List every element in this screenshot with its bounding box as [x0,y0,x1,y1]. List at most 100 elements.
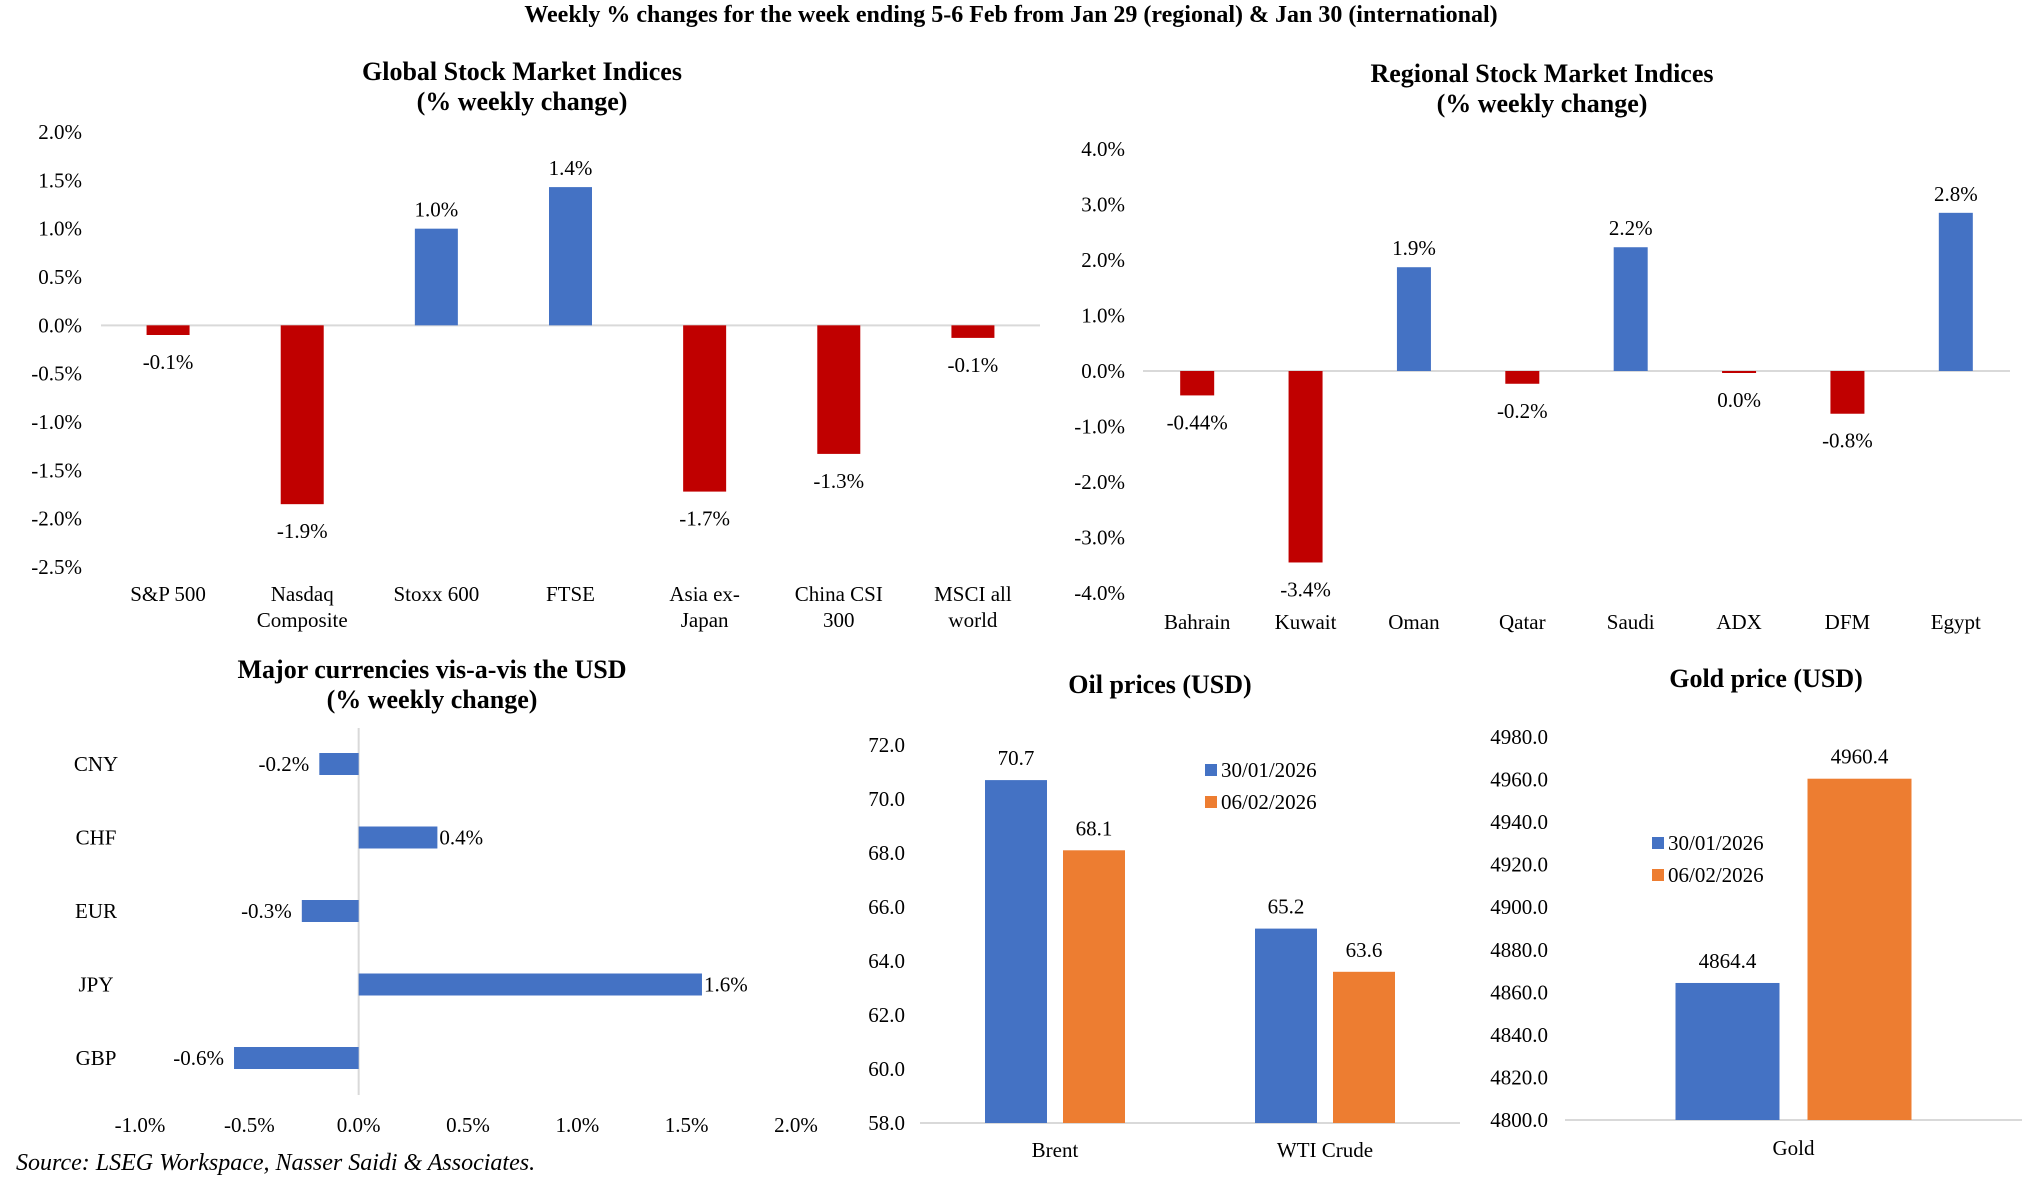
y-tick-label: 4980.0 [1490,725,1548,749]
category-label: Asia ex-Japan [669,582,740,632]
data-label: -0.44% [1167,410,1228,434]
y-tick-label: 72.0 [868,733,905,757]
gold-price-chart: Gold price (USD) 4980.0 4960.0 4940.0 4920.0… [1490,664,2022,1160]
y-tick-label: 68.0 [868,841,905,865]
data-label: -0.2% [259,752,310,776]
y-tick-label: 4940.0 [1490,810,1548,834]
bar [301,900,359,922]
legend-swatch [1205,764,1217,776]
data-label: 1.4% [549,156,593,180]
chart-title: Major currencies vis-a-vis the USD (% wee… [238,655,627,714]
bar [234,1047,359,1069]
category-label: JPY [78,973,113,997]
y-tick-label: -3.0% [1074,526,1125,550]
data-label: -3.4% [1280,577,1331,601]
bar [951,325,995,338]
x-tick-label: -1.0% [115,1113,166,1137]
bar [1180,371,1215,396]
y-tick-label: 64.0 [868,949,905,973]
category-label: Kuwait [1275,610,1337,634]
bar-series-1 [1675,982,1780,1120]
y-tick-label: 4960.0 [1490,768,1548,792]
data-label: -1.7% [679,507,730,531]
global-indices-chart: Global Stock Market Indices (% weekly cha… [31,57,1040,632]
x-tick-label: 2.0% [774,1113,818,1137]
y-tick-label: -2.0% [1074,470,1125,494]
bar [358,826,438,849]
y-tick-label: 0.0% [38,313,82,337]
bar [1722,371,1757,373]
y-tick-label: 4860.0 [1490,980,1548,1004]
category-label: Brent [1032,1138,1079,1162]
y-tick-label: 4820.0 [1490,1065,1548,1089]
y-tick-label: -1.0% [1074,415,1125,439]
legend: 30/01/2026 06/02/2026 [1205,758,1317,814]
data-label: 70.7 [998,746,1035,770]
y-tick-label: 1.0% [38,217,82,241]
bar [1505,371,1540,384]
category-label: DFM [1825,610,1871,634]
bar [414,228,458,326]
bar-series-1 [1255,928,1317,1123]
y-tick-label: 2.0% [38,120,82,144]
oil-prices-chart: Oil prices (USD) 72.0 70.0 68.0 66.0 64.0 62.0… [868,670,1460,1162]
data-label: 1.0% [414,198,458,222]
data-label: 0.0% [1717,388,1761,412]
data-label: 68.1 [1076,816,1113,840]
bar [319,753,359,775]
y-tick-label: 4900.0 [1490,895,1548,919]
y-tick-label: 4800.0 [1490,1108,1548,1132]
y-tick-label: 1.0% [1081,304,1125,328]
category-label: Qatar [1499,610,1546,634]
legend-label: 30/01/2026 [1668,831,1764,855]
chart-title: Gold price (USD) [1669,664,1863,693]
data-label: 4960.4 [1831,745,1889,769]
y-tick-label: 4920.0 [1490,853,1548,877]
bar [1613,247,1648,371]
y-tick-label: 0.5% [38,265,82,289]
legend-label: 06/02/2026 [1668,863,1764,887]
y-tick-label: 3.0% [1081,193,1125,217]
bar [146,325,190,335]
bar-series-1 [985,780,1047,1123]
category-label: MSCI all world [934,582,1012,632]
y-tick-label: -2.0% [31,507,82,531]
source-note: Source: LSEG Workspace, Nasser Saidi & A… [16,1150,536,1176]
data-label: -1.3% [813,469,864,493]
data-label: -1.9% [277,519,328,543]
category-label: Saudi [1607,610,1655,634]
category-label: ADX [1716,610,1762,634]
y-tick-label: 4840.0 [1490,1023,1548,1047]
category-label: Nasdaq Composite [257,582,348,632]
bar [1288,371,1323,563]
bar-series-2 [1333,971,1395,1123]
legend-label: 30/01/2026 [1221,758,1317,782]
category-label: Bahrain [1164,610,1231,634]
regional-indices-chart: Regional Stock Market Indices (% weekly c… [1074,59,2010,634]
category-label: CNY [74,752,118,776]
category-label: China CSI 300 [795,582,883,632]
data-label: -0.6% [173,1046,224,1070]
y-tick-label: 58.0 [868,1111,905,1135]
category-label: Oman [1388,610,1440,634]
x-tick-label: 1.5% [665,1113,709,1137]
y-tick-label: -2.5% [31,555,82,579]
data-label: 65.2 [1268,895,1305,919]
category-label: Stoxx 600 [393,582,479,606]
data-label: 0.4% [439,826,483,850]
category-label: S&P 500 [130,582,206,606]
y-tick-label: -1.0% [31,410,82,434]
data-label: -0.1% [143,350,194,374]
data-label: 2.8% [1934,182,1978,206]
category-label: Gold [1773,1136,1816,1160]
x-tick-label: 0.0% [337,1113,381,1137]
bar-series-2 [1063,850,1125,1123]
data-label: -0.8% [1822,429,1873,453]
category-label: EUR [75,899,117,923]
chart-title: Oil prices (USD) [1068,670,1251,699]
data-label: 63.6 [1346,938,1383,962]
category-label: FTSE [546,582,595,606]
data-label: 1.6% [704,973,748,997]
data-label: 1.9% [1392,236,1436,260]
legend-swatch [1652,837,1664,849]
